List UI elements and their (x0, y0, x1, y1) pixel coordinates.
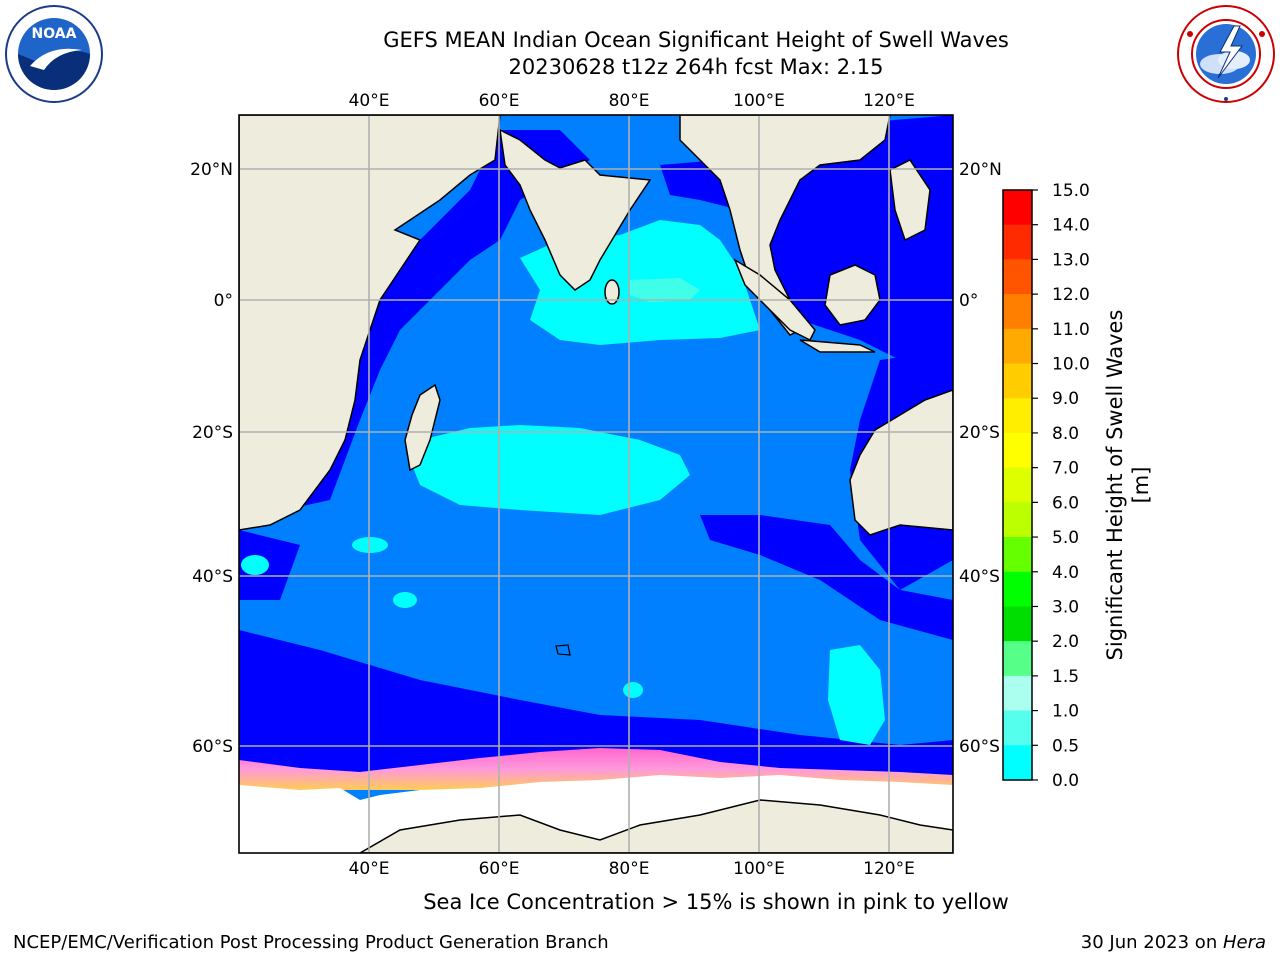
lon-label: 100°E (733, 91, 785, 111)
lon-labels-top: 40°E 60°E 80°E 100°E 120°E (349, 91, 915, 111)
colorbar-tick-label: 2.0 (1052, 632, 1079, 652)
colorbar-tick-label: 15.0 (1052, 181, 1090, 201)
colorbar-tick-label: 1.5 (1052, 667, 1079, 687)
lon-label: 80°E (609, 91, 650, 111)
lon-labels-bottom: 40°E 60°E 80°E 100°E 120°E (349, 859, 915, 879)
colorbar-bin (1003, 537, 1032, 573)
lon-label: 40°E (349, 91, 390, 111)
swell-high-patch (630, 278, 700, 302)
lat-label: 0° (959, 291, 978, 311)
colorbar-tick-label: 9.0 (1052, 389, 1079, 409)
colorbar-bin (1003, 745, 1032, 781)
colorbar-tick-label: 12.0 (1052, 285, 1090, 305)
lat-label: 0° (214, 291, 233, 311)
lat-label: 20°N (959, 160, 1002, 180)
colorbar-tick-label: 6.0 (1052, 493, 1079, 513)
lon-label: 40°E (349, 859, 390, 879)
india-land (499, 128, 652, 291)
colorbar-tick-label: 3.0 (1052, 597, 1079, 617)
landmasses (239, 115, 953, 536)
nws-logo-icon (1177, 5, 1275, 103)
lon-label: 120°E (863, 859, 915, 879)
colorbar-bin (1003, 294, 1032, 330)
colorbar-bin (1003, 328, 1032, 365)
colorbar-tick-label: 1.0 (1052, 702, 1079, 722)
colorbar-tick-label: 8.0 (1052, 424, 1079, 444)
chart-subtitle: 20230628 t12z 264h fcst Max: 2.15 (508, 55, 884, 79)
colorbar-bin (1003, 467, 1032, 503)
colorbar-tick-label: 7.0 (1052, 459, 1079, 479)
colorbar-bin (1003, 398, 1032, 434)
lat-label: 20°S (959, 423, 1000, 443)
noaa-logo-text: NOAA (32, 26, 77, 42)
footer-host: Hera (1222, 932, 1266, 953)
lon-label: 60°E (479, 91, 520, 111)
lat-labels-left: 20°N 0° 20°S 40°S 60°S (190, 160, 233, 757)
colorbar-bin (1003, 224, 1032, 260)
footer-date-text: 30 Jun 2023 on (1080, 932, 1223, 953)
antarctica-land (358, 799, 953, 853)
map-gridlines (239, 115, 953, 853)
madagascar-land (404, 383, 441, 472)
noaa-logo-icon: NOAA (5, 5, 103, 103)
colorbar-bin (1003, 571, 1032, 607)
lat-label: 60°S (192, 737, 233, 757)
colorbar-bin (1003, 606, 1032, 642)
borneo-land (824, 264, 881, 326)
colorbar-label: Significant Height of Swell Waves [m] (1103, 309, 1153, 661)
footer-credit: NCEP/EMC/Verification Post Processing Pr… (13, 932, 609, 953)
colorbar-tick-label: 14.0 (1052, 216, 1090, 236)
colorbar-tick-label: 4.0 (1052, 563, 1079, 583)
map-frame (238, 114, 954, 854)
colorbar-bin (1003, 259, 1032, 295)
footer-date: 30 Jun 2023 on Hera (1081, 932, 1266, 953)
colorbar-tick-label: 0.5 (1052, 736, 1079, 756)
colorbar-bin (1003, 190, 1032, 226)
sri-lanka-land (604, 279, 620, 305)
lat-label: 20°S (192, 423, 233, 443)
lat-label: 40°S (959, 567, 1000, 587)
colorbar-frame (1002, 189, 1033, 781)
colorbar-bin (1003, 363, 1032, 399)
kerguelen-outline (555, 644, 571, 656)
lon-label: 100°E (733, 859, 785, 879)
map-area (239, 115, 953, 853)
colorbar: 15.0 14.0 13.0 12.0 11.0 10.0 9.0 8.0 7.0 6.0 5.0 4… (1002, 181, 1090, 791)
lat-label: 20°N (190, 160, 233, 180)
colorbar-tick-label: 13.0 (1052, 250, 1090, 270)
colorbar-tick-label: 10.0 (1052, 355, 1090, 375)
lon-label: 60°E (479, 859, 520, 879)
lon-label: 80°E (609, 859, 650, 879)
colorbar-bin (1003, 502, 1032, 538)
philippines-land (889, 159, 931, 242)
chart-title: GEFS MEAN Indian Ocean Significant Heigh… (383, 28, 1009, 52)
colorbar-bin (1003, 432, 1032, 469)
colorbar-tick-label: 0.0 (1052, 771, 1079, 791)
lon-label: 120°E (863, 91, 915, 111)
java-land (799, 339, 876, 353)
colorbar-bin (1003, 641, 1032, 677)
colorbar-bin (1003, 710, 1032, 746)
colorbar-tick-label: 5.0 (1052, 528, 1079, 548)
lat-label: 60°S (959, 737, 1000, 757)
lat-labels-right: 20°N 0° 20°S 40°S 60°S (959, 160, 1002, 757)
lat-label: 40°S (192, 567, 233, 587)
sea-ice-caption: Sea Ice Concentration > 15% is shown in … (423, 890, 1009, 914)
australia-land (849, 389, 953, 536)
colorbar-bin (1003, 675, 1032, 712)
colorbar-tick-label: 11.0 (1052, 320, 1090, 340)
